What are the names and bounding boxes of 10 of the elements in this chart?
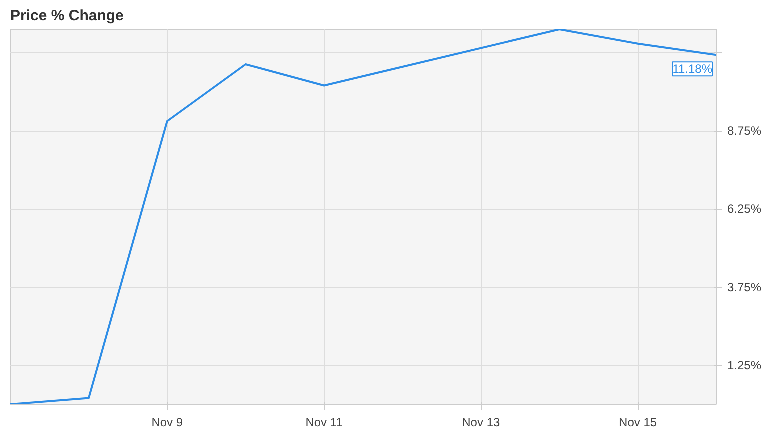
y-tick-label: 3.75% <box>728 280 762 294</box>
x-tick-label: Nov 15 <box>619 416 658 430</box>
x-tick-label: Nov 13 <box>462 416 501 430</box>
y-tick-label: 1.25% <box>728 358 762 372</box>
x-tick-label: Nov 11 <box>306 416 344 430</box>
chart-title: Price % Change <box>10 8 124 24</box>
x-tick-label: Nov 9 <box>152 416 184 430</box>
y-tick-label: 6.25% <box>728 202 762 216</box>
annotation: 11.18% <box>672 62 713 76</box>
y-tick-label: 8.75% <box>728 124 762 138</box>
